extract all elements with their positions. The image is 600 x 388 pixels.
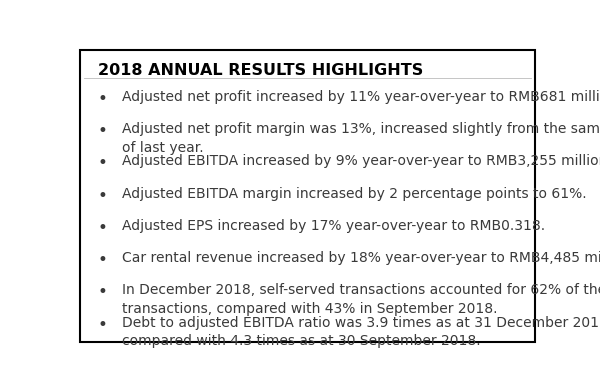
Text: Adjusted EPS increased by 17% year-over-year to RMB0.318.: Adjusted EPS increased by 17% year-over-… (121, 219, 545, 233)
Text: •: • (98, 187, 108, 205)
Text: •: • (98, 284, 108, 301)
Text: •: • (98, 219, 108, 237)
Text: Car rental revenue increased by 18% year-over-year to RMB4,485 million.: Car rental revenue increased by 18% year… (121, 251, 600, 265)
FancyBboxPatch shape (80, 50, 535, 342)
Text: •: • (98, 316, 108, 334)
Text: Adjusted EBITDA increased by 9% year-over-year to RMB3,255 million.: Adjusted EBITDA increased by 9% year-ove… (121, 154, 600, 168)
Text: •: • (98, 154, 108, 172)
Text: •: • (98, 90, 108, 108)
Text: In December 2018, self-served transactions accounted for 62% of the total
transa: In December 2018, self-served transactio… (121, 284, 600, 316)
Text: Adjusted net profit margin was 13%, increased slightly from the same period
of l: Adjusted net profit margin was 13%, incr… (121, 122, 600, 154)
Text: Adjusted EBITDA margin increased by 2 percentage points to 61%.: Adjusted EBITDA margin increased by 2 pe… (121, 187, 586, 201)
Text: Adjusted net profit increased by 11% year-over-year to RMB681 million.: Adjusted net profit increased by 11% yea… (121, 90, 600, 104)
Text: Debt to adjusted EBITDA ratio was 3.9 times as at 31 December 2018,
compared wit: Debt to adjusted EBITDA ratio was 3.9 ti… (121, 316, 600, 348)
Text: •: • (98, 122, 108, 140)
Text: 2018 ANNUAL RESULTS HIGHLIGHTS: 2018 ANNUAL RESULTS HIGHLIGHTS (98, 63, 424, 78)
Text: •: • (98, 251, 108, 269)
